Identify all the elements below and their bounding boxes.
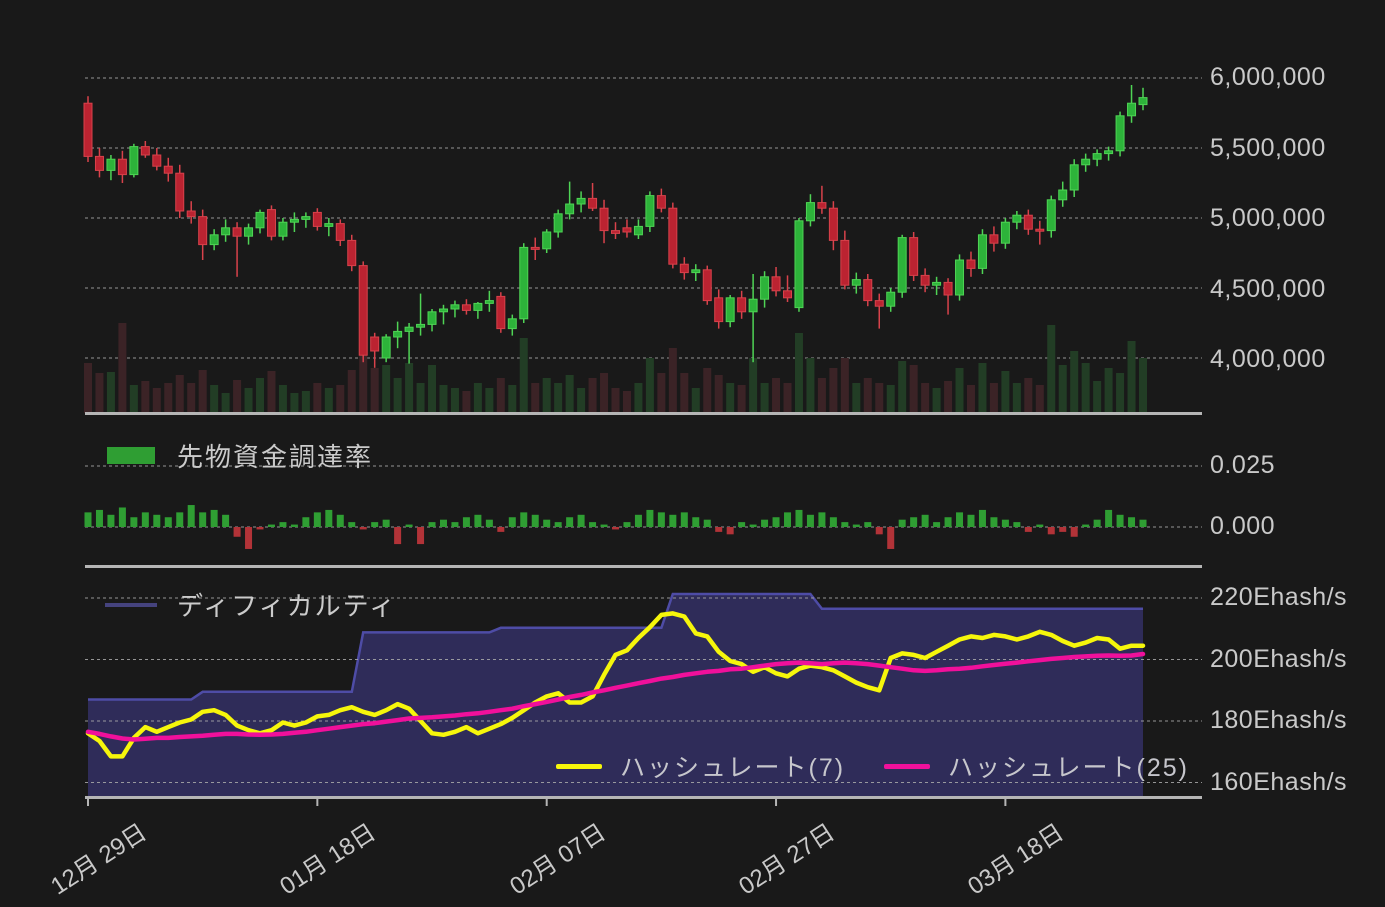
- hashrate-tick-label: 220Ehash/s: [1210, 582, 1348, 611]
- hashrate7-legend-label: ハッシュレート(7): [620, 754, 846, 782]
- price-tick-label: 5,500,000: [1210, 133, 1326, 162]
- hashrate-tick-label: 160Ehash/s: [1210, 767, 1348, 796]
- funding-tick-label: 0.025: [1210, 450, 1276, 479]
- funding-legend-label: 先物資金調達率: [177, 442, 374, 472]
- hashrate7-legend-swatch: [556, 763, 602, 769]
- funding-tick-label: 0.000: [1210, 511, 1276, 540]
- price-tick-label: 4,500,000: [1210, 274, 1326, 303]
- hashrate25-legend[interactable]: ハッシュレート(25): [884, 748, 1189, 784]
- hashrate-tick-label: 200Ehash/s: [1210, 644, 1348, 673]
- price-tick-label: 4,000,000: [1210, 344, 1326, 373]
- difficulty-legend-label: ディフィカルティ: [177, 591, 398, 621]
- difficulty-legend-swatch: [105, 602, 157, 607]
- hashrate25-legend-swatch: [884, 763, 930, 769]
- funding-legend-swatch: [107, 447, 155, 464]
- hashrate7-legend[interactable]: ハッシュレート(7): [556, 748, 845, 784]
- hashrate-tick-label: 180Ehash/s: [1210, 705, 1348, 734]
- difficulty-legend[interactable]: ディフィカルティ: [105, 586, 397, 623]
- hashrate25-legend-label: ハッシュレート(25): [948, 754, 1189, 782]
- funding-legend[interactable]: 先物資金調達率: [107, 437, 373, 474]
- price-tick-label: 6,000,000: [1210, 62, 1326, 91]
- price-tick-label: 5,000,000: [1210, 203, 1326, 232]
